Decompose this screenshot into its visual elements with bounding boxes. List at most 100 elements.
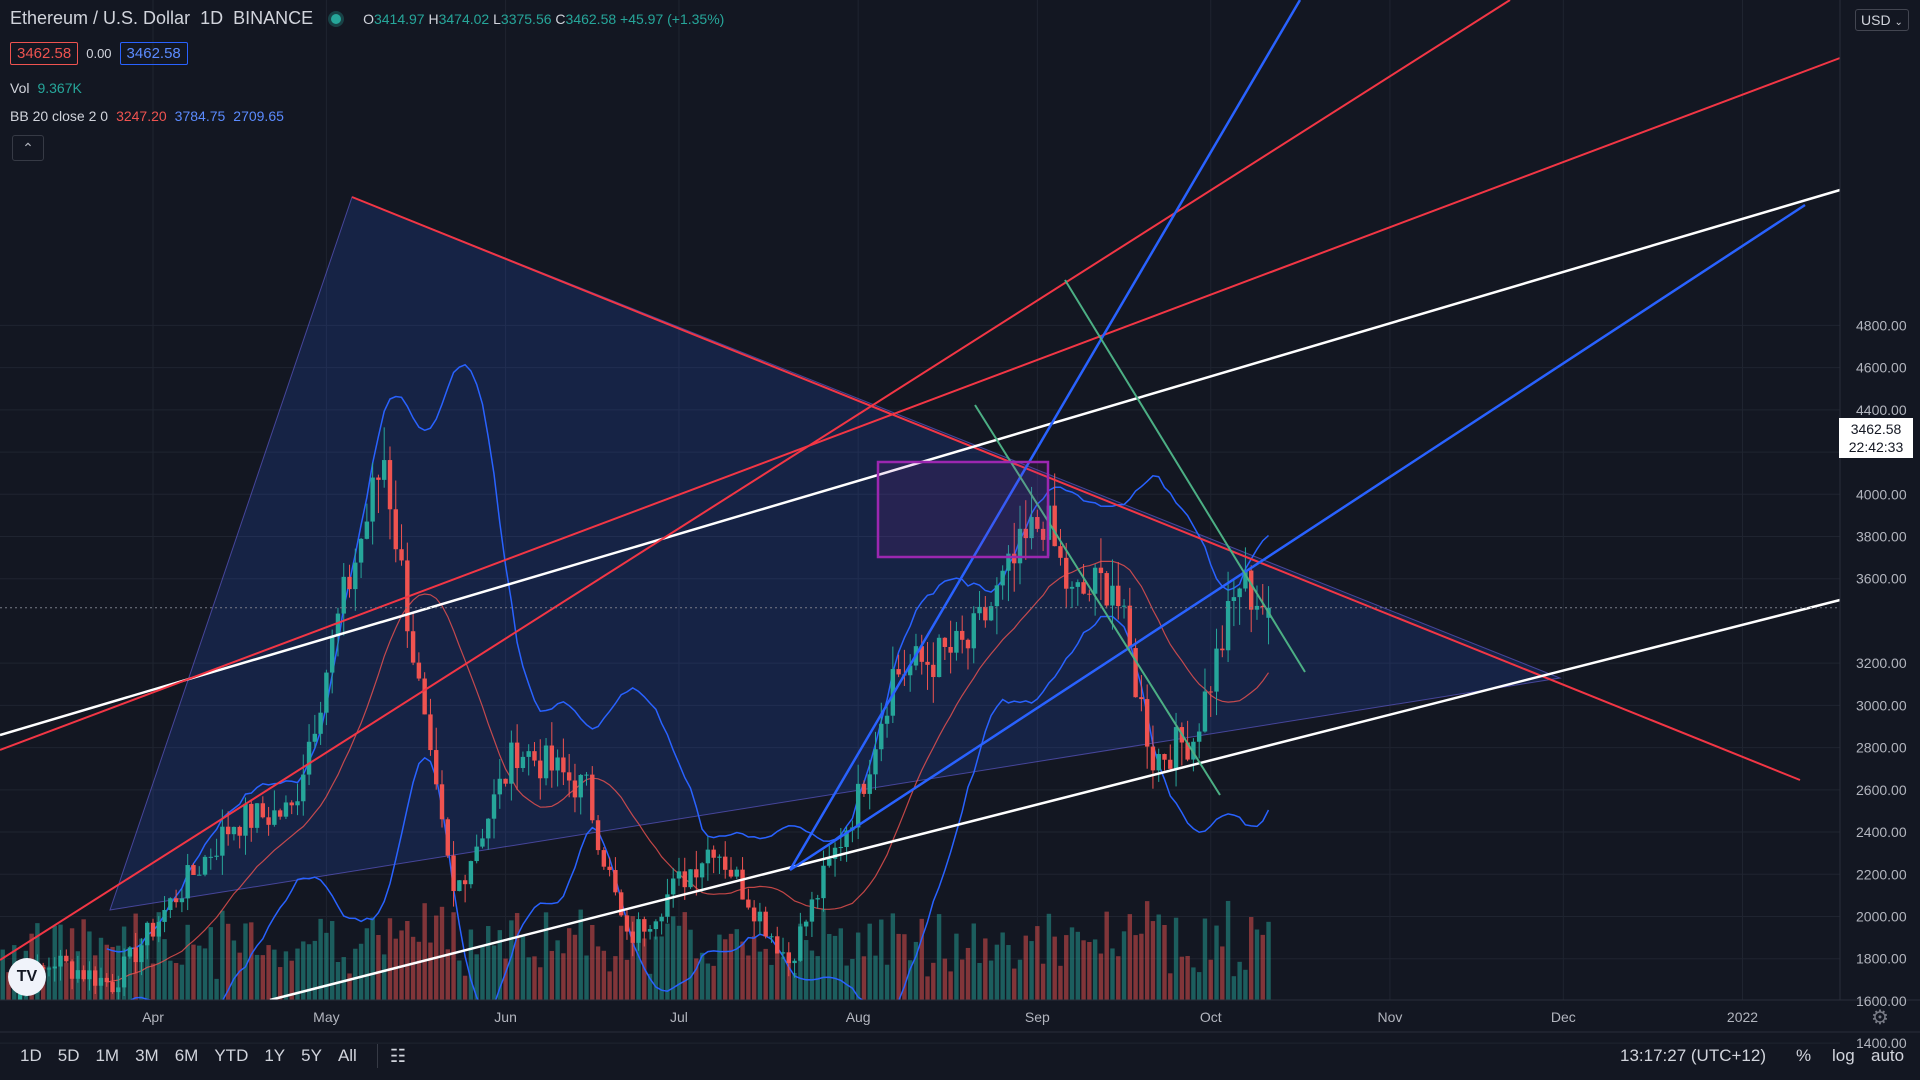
interval-label[interactable]: 1D xyxy=(200,8,224,28)
tradingview-logo[interactable]: TV xyxy=(8,958,46,996)
candle-body xyxy=(1023,528,1028,539)
clock[interactable]: 13:17:27 (UTC+12) xyxy=(1620,1046,1766,1065)
candle-body xyxy=(503,778,508,784)
gear-icon[interactable]: ⚙ xyxy=(1871,1007,1889,1029)
candle-body xyxy=(64,955,69,962)
current-price-label: 3462.58 22:42:33 xyxy=(1839,418,1913,458)
volume-bar xyxy=(971,923,976,1000)
grid xyxy=(0,0,1840,1044)
candle-body xyxy=(815,898,820,900)
symbol-name[interactable]: Ethereum / U.S. Dollar xyxy=(10,8,191,28)
volume-bar xyxy=(734,929,739,1000)
volume-bar xyxy=(676,925,682,1000)
volume-bar xyxy=(647,973,653,1000)
candle-body xyxy=(1127,605,1133,649)
open-value: 3414.97 xyxy=(373,10,425,27)
candle-body xyxy=(855,783,861,828)
range-5y[interactable]: 5Y xyxy=(301,1046,322,1065)
triangle-drawing xyxy=(109,196,1562,911)
volume-value: 9.367K xyxy=(37,80,82,96)
volume-bar xyxy=(150,963,156,1000)
candle-body xyxy=(977,606,982,614)
volume-bar xyxy=(376,934,381,1000)
range-3m[interactable]: 3M xyxy=(135,1046,159,1065)
volume-bar xyxy=(751,936,757,1000)
range-all[interactable]: All xyxy=(337,1046,357,1065)
volume-bar xyxy=(462,975,468,1000)
candle-body xyxy=(827,858,832,866)
auto-toggle[interactable]: auto xyxy=(1871,1046,1905,1065)
drawing-fills xyxy=(109,196,1562,911)
range-1m[interactable]: 1M xyxy=(95,1046,120,1065)
volume-bar xyxy=(1196,972,1202,1000)
candle-body xyxy=(763,911,768,937)
volume-bar xyxy=(191,944,196,1000)
volume-bar xyxy=(803,940,809,1000)
candle-body xyxy=(1150,746,1156,771)
close-label: C xyxy=(555,10,566,27)
volume-bar xyxy=(1179,956,1185,1000)
bb-legend[interactable]: BB 20 close 2 0 3247.20 3784.75 2709.65 xyxy=(10,108,284,124)
volume-bar xyxy=(1144,901,1150,1000)
volume-bar xyxy=(618,925,624,1000)
volume-bar xyxy=(659,936,664,1000)
candle-body xyxy=(1040,528,1046,540)
volume-bar xyxy=(514,913,520,1000)
volume-bar xyxy=(451,912,456,1000)
volume-bar xyxy=(382,954,387,1000)
high-label: H xyxy=(428,10,439,27)
volume-bar xyxy=(185,924,190,1000)
candle-body xyxy=(1208,691,1213,693)
volume-bar xyxy=(711,965,716,1000)
candle-body xyxy=(543,745,549,779)
candle-body xyxy=(1249,570,1254,610)
candle-body xyxy=(526,751,531,757)
range-ytd[interactable]: YTD xyxy=(214,1046,249,1065)
log-toggle[interactable]: log xyxy=(1832,1046,1855,1065)
volume-bar xyxy=(907,960,913,1000)
time-tick-label: Dec xyxy=(1551,1009,1576,1025)
range-5d[interactable]: 5D xyxy=(57,1046,80,1065)
volume-bar xyxy=(1168,973,1173,1000)
volume-bar xyxy=(543,912,549,1000)
candle-body xyxy=(821,865,826,899)
candle-body xyxy=(225,826,231,835)
calendar-goto-icon[interactable]: ☷ xyxy=(389,1045,406,1066)
volume-bar xyxy=(902,934,907,1000)
candle-body xyxy=(688,869,693,888)
ask-price[interactable]: 3462.58 xyxy=(119,42,188,65)
trend-line-blue-channel xyxy=(789,203,1806,872)
volume-bars xyxy=(0,900,1271,1000)
volume-bar xyxy=(422,903,427,1000)
range-6m[interactable]: 6M xyxy=(174,1046,199,1065)
candle-body xyxy=(312,733,318,742)
price-axis-bg xyxy=(1840,0,1920,1032)
volume-bar xyxy=(653,936,659,1000)
volume-bar xyxy=(474,954,479,1000)
candle-body xyxy=(636,919,641,943)
volume-bar xyxy=(393,938,398,1000)
range-1d[interactable]: 1D xyxy=(20,1046,42,1065)
volume-bar xyxy=(884,964,890,1000)
candle-body xyxy=(960,630,965,640)
percent-toggle[interactable]: % xyxy=(1796,1046,1812,1065)
volume-bar xyxy=(324,932,329,1000)
candle-body xyxy=(1191,741,1196,760)
bid-price[interactable]: 3462.58 xyxy=(10,42,79,65)
volume-bar xyxy=(179,964,185,1000)
trend-line-red-channel-1 xyxy=(0,0,1511,961)
currency-button[interactable]: USD ⌄ xyxy=(1855,9,1909,31)
volume-bar xyxy=(277,967,283,1000)
volume-bar xyxy=(104,944,109,1000)
candle-body xyxy=(538,760,543,779)
volume-bar xyxy=(983,938,988,1000)
trend-line-red-channel-2 xyxy=(0,57,1841,751)
range-1y[interactable]: 1Y xyxy=(264,1046,286,1065)
candle-body xyxy=(416,662,422,679)
volume-bar xyxy=(994,944,1000,1000)
candle-body xyxy=(462,880,468,885)
axes: 4800.004600.004400.004200.004000.003800.… xyxy=(0,0,1920,1051)
collapse-legend-button[interactable]: ⌃ xyxy=(12,135,44,161)
volume-legend[interactable]: Vol 9.367K xyxy=(10,80,82,96)
